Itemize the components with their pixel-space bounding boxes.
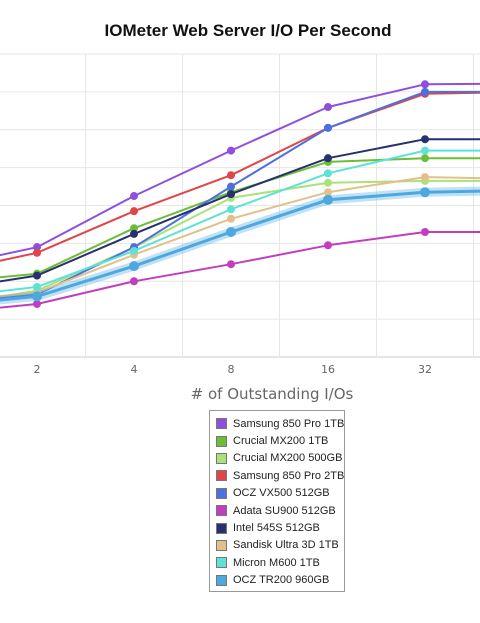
legend-item[interactable]: Samsung 850 Pro 1TB	[216, 415, 344, 432]
data-point[interactable]	[324, 178, 332, 187]
x-tick-label: 16	[321, 363, 335, 376]
series-line	[0, 82, 480, 257]
data-point[interactable]	[421, 146, 429, 155]
data-point[interactable]	[226, 227, 236, 238]
data-point[interactable]	[420, 187, 430, 198]
data-point[interactable]	[421, 228, 429, 237]
legend-swatch	[216, 487, 227, 499]
data-point[interactable]	[130, 246, 138, 255]
legend-label: Samsung 850 Pro 1TB	[233, 417, 345, 430]
series-intel-545s-512gb	[0, 135, 480, 283]
x-axis-label: # of Outstanding I/Os	[191, 385, 354, 403]
series-line	[0, 231, 480, 309]
data-point[interactable]	[130, 229, 138, 238]
series-micron-m600-1tb	[0, 146, 480, 293]
x-tick-labels: 2 4 8 16 32	[34, 363, 433, 376]
data-point[interactable]	[33, 248, 41, 257]
series-ocz-tr200-960gb	[0, 186, 480, 305]
data-point[interactable]	[324, 169, 332, 178]
data-point[interactable]	[227, 214, 235, 223]
legend-swatch	[216, 557, 227, 569]
x-tick-label: 8	[228, 363, 235, 376]
series-samsung-850-pro-2tb	[0, 89, 480, 262]
legend-item[interactable]: Crucial MX200 500GB	[216, 450, 344, 467]
data-point[interactable]	[33, 243, 41, 252]
series-group	[0, 80, 480, 309]
series-line	[0, 138, 480, 283]
legend-swatch	[216, 522, 227, 534]
legend-swatch	[216, 470, 227, 482]
data-point[interactable]	[227, 205, 235, 214]
data-point[interactable]	[227, 182, 235, 191]
plot-grid	[0, 53, 480, 358]
legend-label: Crucial MX200 500GB	[233, 452, 343, 465]
legend-swatch	[216, 505, 227, 517]
legend: Samsung 850 Pro 1TB Crucial MX200 1TB Cruc…	[209, 410, 345, 592]
series-adata-su900-512gb	[0, 228, 480, 309]
legend-label: Micron M600 1TB	[233, 556, 320, 569]
legend-item[interactable]: OCZ VX500 512GB	[216, 485, 344, 502]
legend-swatch	[216, 574, 227, 586]
legend-label: Samsung 850 Pro 2TB	[233, 469, 345, 482]
series-halo	[0, 186, 480, 305]
legend-label: OCZ TR200 960GB	[233, 574, 330, 587]
legend-item[interactable]: Crucial MX200 1TB	[216, 432, 344, 449]
data-point[interactable]	[323, 194, 333, 205]
data-point[interactable]	[130, 277, 138, 286]
data-point[interactable]	[227, 146, 235, 155]
chart-title: IOMeter Web Server I/O Per Second	[105, 21, 392, 40]
series-crucial-mx200-1tb	[0, 154, 480, 279]
series-line	[0, 157, 480, 279]
legend-label: OCZ VX500 512GB	[233, 487, 330, 500]
data-point[interactable]	[130, 192, 138, 201]
legend-label: Adata SU900 512GB	[233, 504, 336, 517]
legend-swatch	[216, 539, 227, 551]
legend-item[interactable]: Samsung 850 Pro 2TB	[216, 467, 344, 484]
x-tick-label: 2	[34, 363, 41, 376]
data-point[interactable]	[324, 241, 332, 250]
data-point[interactable]	[227, 171, 235, 180]
data-point[interactable]	[227, 190, 235, 199]
legend-item[interactable]: Adata SU900 512GB	[216, 502, 344, 519]
data-point[interactable]	[129, 261, 139, 272]
data-point[interactable]	[130, 224, 138, 233]
legend-label: Intel 545S 512GB	[233, 522, 320, 535]
legend-item[interactable]: Micron M600 1TB	[216, 554, 344, 571]
series-samsung-850-pro-1tb	[0, 80, 480, 257]
data-point[interactable]	[421, 135, 429, 144]
legend-item[interactable]: Sandisk Ultra 3D 1TB	[216, 537, 344, 554]
legend-label: Crucial MX200 1TB	[233, 435, 329, 448]
legend-item[interactable]: Intel 545S 512GB	[216, 519, 344, 536]
x-tick-label: 4	[131, 363, 138, 376]
legend-item[interactable]: OCZ TR200 960GB	[216, 572, 344, 589]
data-point[interactable]	[421, 80, 429, 89]
series-line	[0, 91, 480, 262]
data-point[interactable]	[130, 207, 138, 216]
legend-swatch	[216, 418, 227, 430]
x-tick-label: 32	[418, 363, 432, 376]
legend-label: Sandisk Ultra 3D 1TB	[233, 539, 339, 552]
data-point[interactable]	[33, 299, 41, 308]
legend-swatch	[216, 435, 227, 447]
data-point[interactable]	[324, 123, 332, 132]
data-point[interactable]	[324, 103, 332, 112]
data-point[interactable]	[421, 87, 429, 96]
data-point[interactable]	[324, 188, 332, 197]
data-point[interactable]	[32, 291, 42, 302]
data-point[interactable]	[421, 173, 429, 182]
data-point[interactable]	[33, 271, 41, 280]
data-point[interactable]	[227, 260, 235, 269]
data-point[interactable]	[33, 282, 41, 291]
data-point[interactable]	[324, 154, 332, 163]
data-point[interactable]	[421, 154, 429, 163]
legend-swatch	[216, 452, 227, 464]
